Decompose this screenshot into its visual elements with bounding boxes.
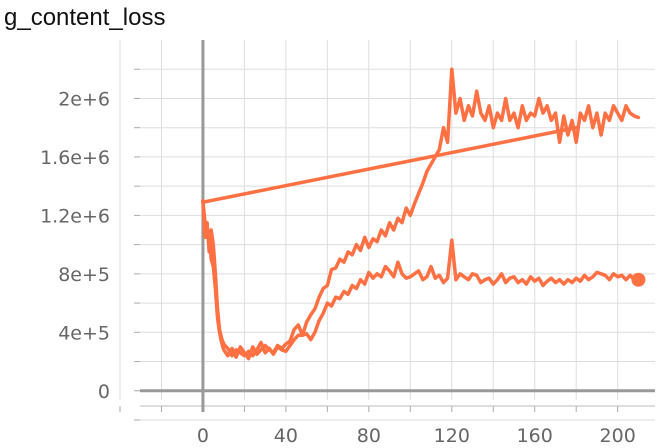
x-tick-label: 0 bbox=[197, 425, 209, 447]
series-line-3 bbox=[201, 125, 578, 204]
tick-label-layer: 0 40 80 120 160 200 0 4e+5 8e+5 1.2e+6 1.6e+6 2e+6 bbox=[40, 88, 636, 447]
y-tick-label: 0 bbox=[98, 381, 110, 403]
y-tick-label: 8e+5 bbox=[58, 264, 110, 286]
series-layer bbox=[201, 67, 646, 361]
grid-layer bbox=[119, 40, 655, 421]
y-tick-label: 4e+5 bbox=[58, 322, 110, 344]
y-tick-label: 1.6e+6 bbox=[40, 147, 110, 169]
end-point-marker bbox=[631, 272, 646, 287]
x-tick-label: 160 bbox=[517, 425, 553, 447]
axis-layer bbox=[140, 40, 655, 412]
x-tick-label: 40 bbox=[274, 425, 298, 447]
x-tick-label: 80 bbox=[357, 425, 381, 447]
series-line-2 bbox=[201, 67, 641, 361]
x-tick-label: 200 bbox=[600, 425, 636, 447]
y-tick-label: 2e+6 bbox=[58, 88, 110, 110]
x-tick-label: 120 bbox=[434, 425, 470, 447]
chart-title: g_content_loss bbox=[4, 4, 166, 31]
series-line-1 bbox=[201, 199, 641, 358]
y-tick-label: 1.2e+6 bbox=[40, 205, 110, 227]
